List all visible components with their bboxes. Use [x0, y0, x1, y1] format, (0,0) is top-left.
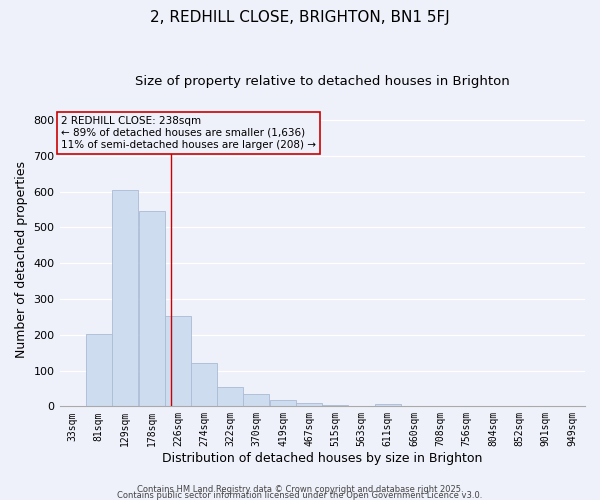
Bar — [296, 403, 322, 406]
Text: 2 REDHILL CLOSE: 238sqm
← 89% of detached houses are smaller (1,636)
11% of semi: 2 REDHILL CLOSE: 238sqm ← 89% of detache… — [61, 116, 316, 150]
Bar — [217, 386, 243, 406]
Bar — [165, 316, 191, 406]
Bar — [139, 210, 165, 406]
Bar — [191, 364, 217, 406]
Title: Size of property relative to detached houses in Brighton: Size of property relative to detached ho… — [135, 75, 509, 88]
Bar — [322, 404, 349, 406]
Text: Contains HM Land Registry data © Crown copyright and database right 2025.: Contains HM Land Registry data © Crown c… — [137, 484, 463, 494]
Bar — [270, 400, 296, 406]
Bar — [112, 190, 138, 406]
Y-axis label: Number of detached properties: Number of detached properties — [15, 161, 28, 358]
Text: Contains public sector information licensed under the Open Government Licence v3: Contains public sector information licen… — [118, 490, 482, 500]
Bar — [374, 404, 401, 406]
Text: 2, REDHILL CLOSE, BRIGHTON, BN1 5FJ: 2, REDHILL CLOSE, BRIGHTON, BN1 5FJ — [150, 10, 450, 25]
X-axis label: Distribution of detached houses by size in Brighton: Distribution of detached houses by size … — [162, 452, 482, 465]
Bar — [86, 334, 112, 406]
Bar — [243, 394, 269, 406]
